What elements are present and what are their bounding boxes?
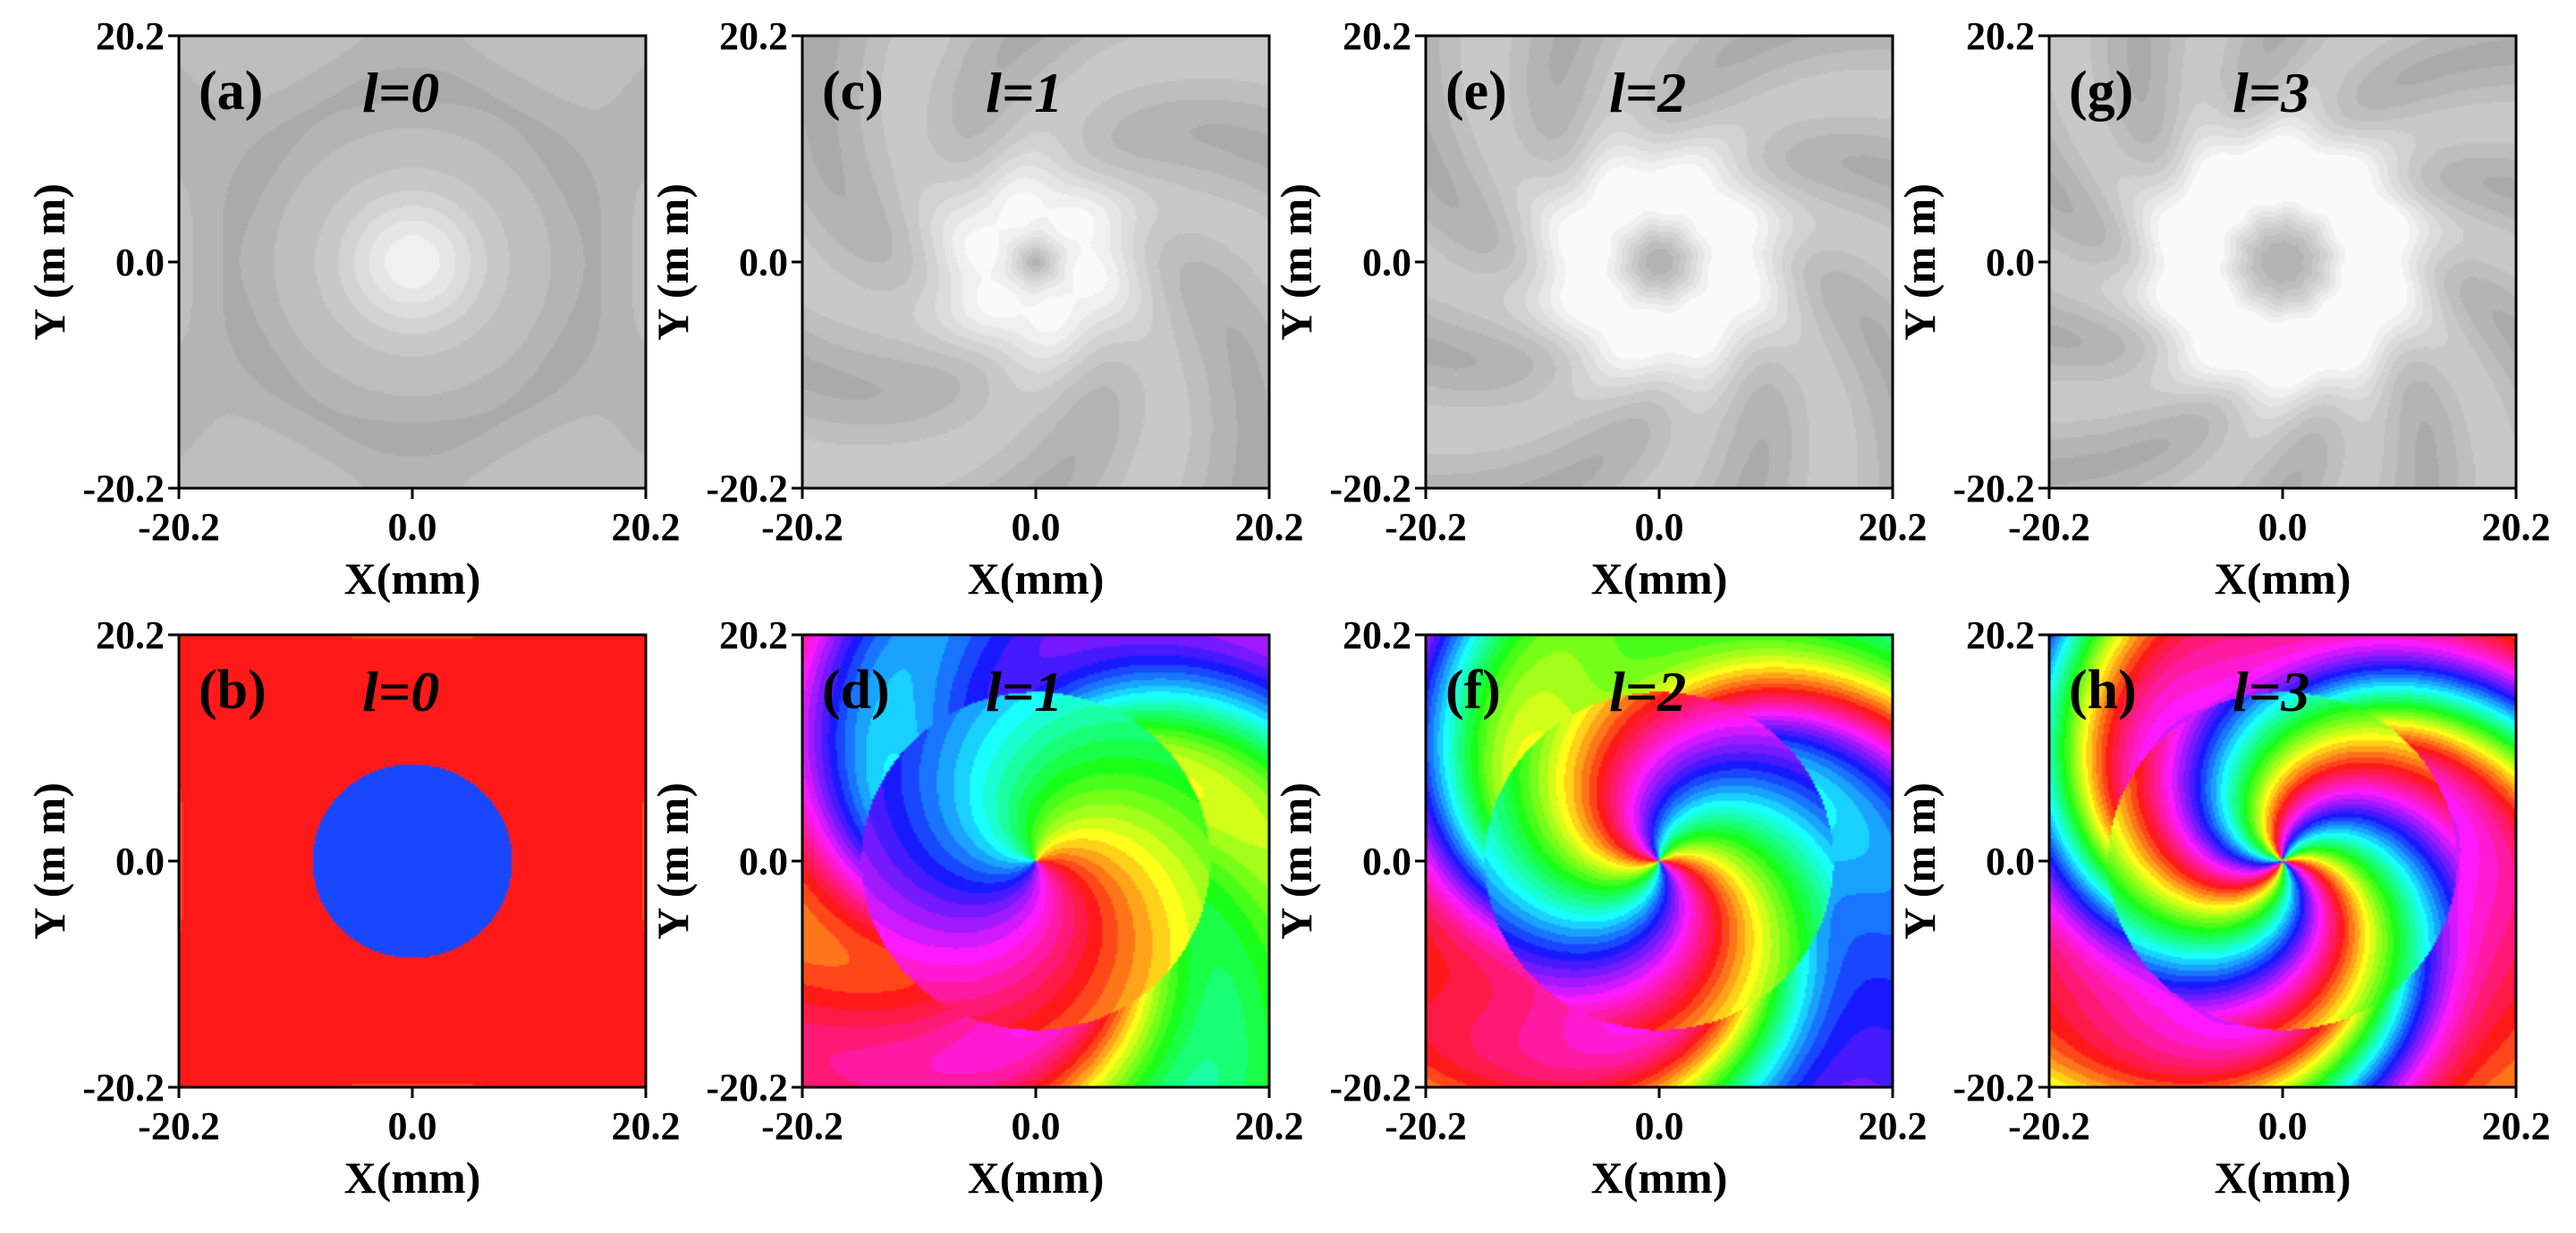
y-tick-label: 0.0 [1986,241,2035,284]
x-tick-label: -20.2 [1385,1104,1467,1148]
y-axis-label: Y (m m) [648,782,698,940]
panel-label: (g) [2069,61,2133,122]
x-axis-label: X(mm) [1591,1153,1728,1203]
x-tick-label: 0.0 [1012,505,1061,549]
y-tick-label: 0.0 [115,840,165,883]
mode-label: l=0 [362,660,439,723]
x-tick-label: 20.2 [1235,505,1304,549]
y-axis-label: Y (m m) [1271,183,1321,341]
y-tick-label: -20.2 [82,467,165,511]
mode-label: l=3 [2233,660,2309,723]
y-tick-label: 0.0 [1362,840,1411,883]
y-tick-label: 0.0 [1986,840,2035,883]
x-tick-label: 0.0 [1012,1104,1061,1148]
x-tick-label: 20.2 [612,1104,681,1148]
x-tick-label: -20.2 [138,1104,220,1148]
y-tick-label: -20.2 [1329,467,1411,511]
mode-label: l=3 [2233,61,2309,124]
panel-d: -20.2 0.0 20.2 20.2 0.0 -20.2 X(mm) Y (m m) (d) l… [648,613,1304,1203]
panel-c: -20.2 0.0 20.2 20.2 0.0 -20.2 X(mm) Y (m m) (c) l… [648,14,1304,604]
x-axis-label: X(mm) [968,553,1105,604]
panel-label: (d) [822,660,890,721]
y-tick-label: -20.2 [706,467,788,511]
phase-heatmap [802,635,1269,1087]
x-tick-label: 0.0 [388,505,437,549]
y-tick-label: -20.2 [1953,1066,2035,1110]
panel-e: -20.2 0.0 20.2 20.2 0.0 -20.2 X(mm) Y (m m) (e) l… [1271,14,1928,604]
mode-label: l=2 [1609,61,1686,124]
x-tick-label: -20.2 [1385,505,1467,549]
mode-label: l=0 [362,61,439,124]
x-axis-label: X(mm) [968,1153,1105,1203]
x-tick-label: 20.2 [1859,505,1928,549]
phase-heatmap [179,635,646,1087]
y-tick-label: 20.2 [1966,613,2035,657]
x-tick-label: -20.2 [2008,505,2090,549]
y-tick-label: 0.0 [739,241,788,284]
panel-a: -20.2 0.0 20.2 20.2 0.0 -20.2 X(mm) Y (m m) (a) l… [24,14,681,604]
panel-label: (c) [822,61,884,122]
y-tick-label: -20.2 [706,1066,788,1110]
panel-b: -20.2 0.0 20.2 20.2 0.0 -20.2 X(mm) Y (m m) (b) l… [24,613,681,1203]
x-tick-label: 20.2 [1859,1104,1928,1148]
y-axis-label: Y (m m) [24,183,74,341]
x-tick-label: 0.0 [388,1104,437,1148]
y-tick-label: -20.2 [1329,1066,1411,1110]
panel-label: (f) [1445,660,1501,721]
panel-f: -20.2 0.0 20.2 20.2 0.0 -20.2 X(mm) Y (m m) (f) l… [1271,613,1928,1203]
panel-label: (a) [199,61,263,122]
y-tick-label: -20.2 [82,1066,165,1110]
intensity-heatmap [802,36,1269,488]
y-tick-label: 20.2 [719,14,788,58]
phase-heatmap [2049,635,2516,1087]
x-tick-label: -20.2 [761,505,843,549]
mode-label: l=1 [986,660,1063,723]
x-tick-label: -20.2 [761,1104,843,1148]
x-tick-label: 20.2 [2482,505,2551,549]
y-tick-label: -20.2 [1953,467,2035,511]
x-tick-label: 0.0 [1635,1104,1684,1148]
y-tick-label: 20.2 [96,14,165,58]
x-tick-label: -20.2 [2008,1104,2090,1148]
panel-label: (h) [2069,660,2137,721]
y-axis-label: Y (m m) [1894,183,1945,341]
y-tick-label: 0.0 [1362,241,1411,284]
x-tick-label: -20.2 [138,505,220,549]
y-tick-label: 20.2 [1343,613,1411,657]
y-axis-label: Y (m m) [24,782,74,940]
panel-label: (b) [199,660,267,721]
x-tick-label: 20.2 [612,505,681,549]
x-tick-label: 0.0 [1635,505,1684,549]
mode-label: l=1 [986,61,1063,124]
intensity-heatmap [179,36,646,488]
panel-label: (e) [1445,61,1507,122]
x-tick-label: 20.2 [1235,1104,1304,1148]
y-tick-label: 20.2 [1343,14,1411,58]
panel-h: -20.2 0.0 20.2 20.2 0.0 -20.2 X(mm) Y (m m) (h) l… [1894,613,2551,1203]
x-axis-label: X(mm) [2215,553,2351,604]
x-tick-label: 0.0 [2258,505,2308,549]
phase-heatmap [1426,635,1893,1087]
y-axis-label: Y (m m) [1271,782,1321,940]
x-tick-label: 20.2 [2482,1104,2551,1148]
intensity-heatmap [1426,36,1893,488]
panel-g: -20.2 0.0 20.2 20.2 0.0 -20.2 X(mm) Y (m m) (g) l… [1894,14,2551,604]
y-tick-label: 0.0 [115,241,165,284]
y-tick-label: 20.2 [719,613,788,657]
x-tick-label: 0.0 [2258,1104,2308,1148]
mode-label: l=2 [1609,660,1686,723]
x-axis-label: X(mm) [344,1153,481,1203]
y-axis-label: Y (m m) [1894,782,1945,940]
y-tick-label: 20.2 [96,613,165,657]
y-axis-label: Y (m m) [648,183,698,341]
x-axis-label: X(mm) [1591,553,1728,604]
x-axis-label: X(mm) [2215,1153,2351,1203]
intensity-heatmap [2049,36,2516,488]
y-tick-label: 20.2 [1966,14,2035,58]
x-axis-label: X(mm) [344,553,481,604]
y-tick-label: 0.0 [739,840,788,883]
